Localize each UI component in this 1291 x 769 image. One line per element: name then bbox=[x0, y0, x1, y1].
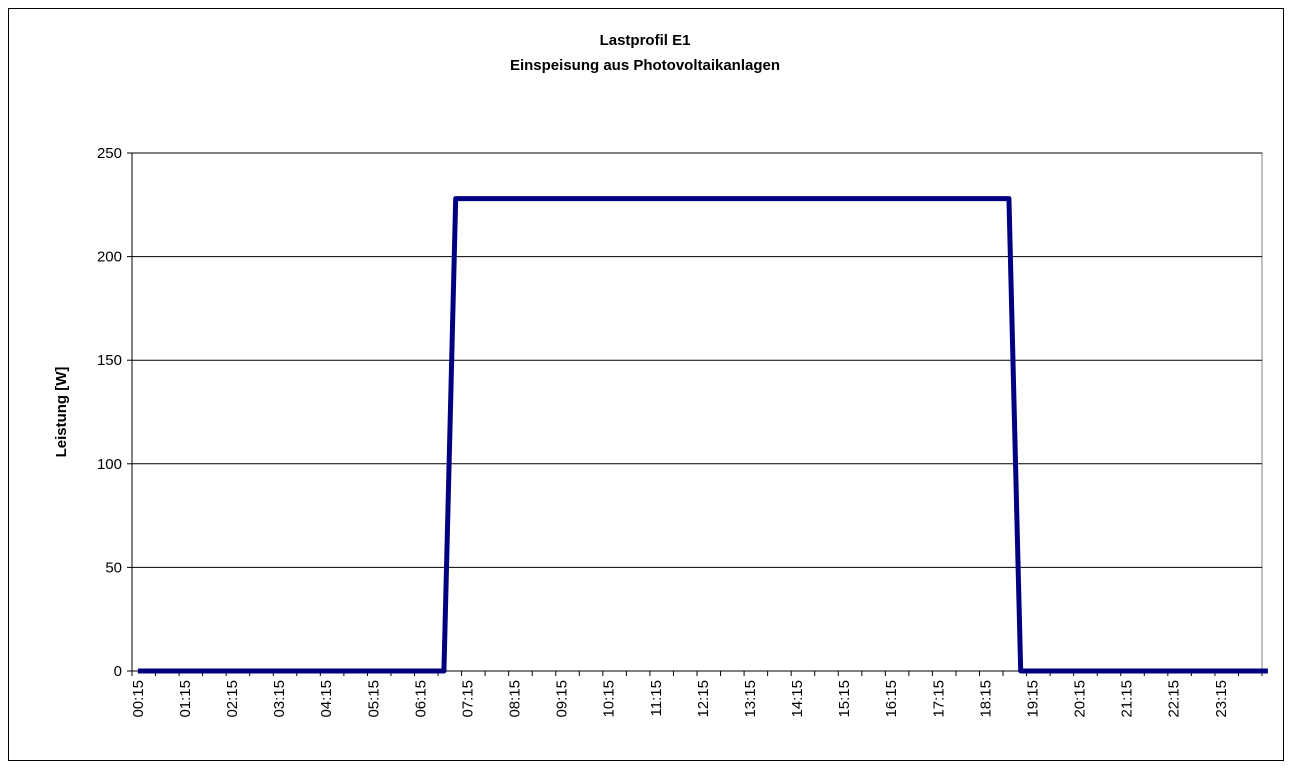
x-tick-label: 06:15 bbox=[412, 680, 429, 718]
y-tick-label: 150 bbox=[97, 352, 122, 369]
x-tick-label: 11:15 bbox=[648, 680, 665, 716]
x-tick-label: 21:15 bbox=[1119, 680, 1136, 718]
x-tick-label: 15:15 bbox=[836, 680, 853, 718]
chart-subtitle: Einspeisung aus Photovoltaikanlagen bbox=[510, 57, 780, 74]
y-tick-label: 250 bbox=[97, 145, 122, 162]
plot-area bbox=[131, 152, 1263, 672]
x-tick-label: 18:15 bbox=[977, 680, 994, 718]
y-tick-label: 0 bbox=[114, 663, 122, 680]
x-tick-label: 20:15 bbox=[1072, 680, 1089, 718]
x-tick-label: 23:15 bbox=[1213, 680, 1230, 718]
x-tick-label: 02:15 bbox=[224, 680, 241, 718]
x-tick-label: 08:15 bbox=[507, 680, 524, 718]
x-tick-label: 17:15 bbox=[930, 680, 947, 718]
x-tick-label: 13:15 bbox=[742, 680, 759, 718]
y-tick-label: 50 bbox=[105, 559, 122, 576]
x-tick-label: 12:15 bbox=[695, 680, 712, 718]
y-axis-label: Leistung [W] bbox=[53, 367, 70, 458]
x-tick-label: 19:15 bbox=[1024, 680, 1041, 718]
y-tick-label: 200 bbox=[97, 249, 122, 266]
x-tick-label: 10:15 bbox=[601, 680, 618, 718]
x-tick-label: 16:15 bbox=[883, 680, 900, 718]
x-tick-label: 09:15 bbox=[554, 680, 571, 718]
x-tick-label: 03:15 bbox=[271, 680, 288, 718]
chart-title: Lastprofil E1 bbox=[600, 32, 691, 49]
data-line bbox=[137, 196, 1268, 674]
x-tick-label: 22:15 bbox=[1166, 680, 1183, 718]
x-tick-label: 04:15 bbox=[318, 680, 335, 718]
x-tick-label: 01:15 bbox=[177, 680, 194, 718]
y-tick-label: 100 bbox=[97, 456, 122, 473]
x-tick-label: 00:15 bbox=[130, 680, 147, 718]
x-tick-label: 05:15 bbox=[365, 680, 382, 718]
x-tick-label: 14:15 bbox=[789, 680, 806, 718]
x-tick-label: 07:15 bbox=[459, 680, 476, 718]
